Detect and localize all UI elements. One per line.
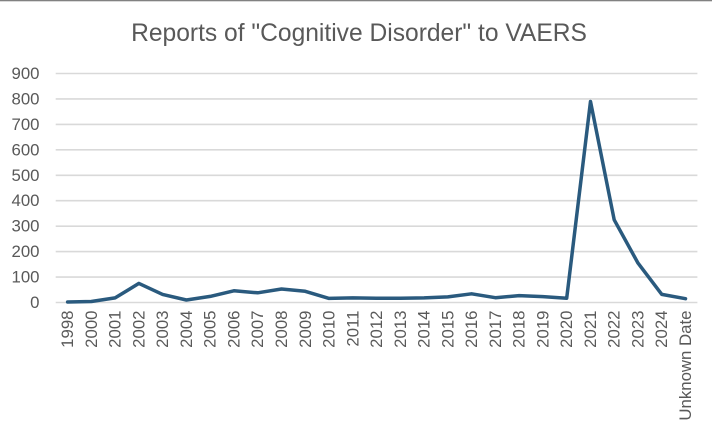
svg-text:2002: 2002 (129, 311, 148, 348)
svg-text:100: 100 (12, 268, 40, 287)
svg-text:2022: 2022 (605, 311, 624, 348)
svg-text:2014: 2014 (415, 311, 434, 348)
svg-text:700: 700 (12, 115, 40, 134)
svg-text:2019: 2019 (533, 311, 552, 348)
svg-text:200: 200 (12, 242, 40, 261)
svg-text:2001: 2001 (106, 311, 125, 348)
svg-text:Unknown Date: Unknown Date (676, 311, 695, 421)
svg-text:2003: 2003 (153, 311, 172, 348)
svg-text:800: 800 (12, 89, 40, 108)
svg-text:2010: 2010 (320, 311, 339, 348)
svg-text:2024: 2024 (652, 311, 671, 348)
svg-text:2000: 2000 (82, 311, 101, 348)
svg-text:300: 300 (12, 217, 40, 236)
svg-text:400: 400 (12, 191, 40, 210)
svg-text:2018: 2018 (510, 311, 529, 348)
svg-text:2013: 2013 (391, 311, 410, 348)
svg-text:2008: 2008 (272, 311, 291, 348)
svg-text:900: 900 (12, 64, 40, 83)
svg-text:500: 500 (12, 166, 40, 185)
svg-text:1998: 1998 (58, 311, 77, 348)
svg-text:2006: 2006 (224, 311, 243, 348)
svg-text:2005: 2005 (201, 311, 220, 348)
svg-text:2004: 2004 (177, 311, 196, 348)
svg-text:2017: 2017 (486, 311, 505, 348)
svg-text:2009: 2009 (296, 311, 315, 348)
svg-text:2021: 2021 (581, 311, 600, 348)
svg-text:2020: 2020 (557, 311, 576, 348)
svg-text:2016: 2016 (462, 311, 481, 348)
svg-text:2007: 2007 (248, 311, 267, 348)
svg-text:2015: 2015 (438, 311, 457, 348)
svg-text:2023: 2023 (629, 311, 648, 348)
svg-text:Reports of "Cognitive Disorder: Reports of "Cognitive Disorder" to VAERS (131, 20, 587, 47)
svg-text:2012: 2012 (367, 311, 386, 348)
svg-text:600: 600 (12, 140, 40, 159)
svg-text:2011: 2011 (343, 311, 362, 347)
svg-text:0: 0 (30, 293, 39, 312)
